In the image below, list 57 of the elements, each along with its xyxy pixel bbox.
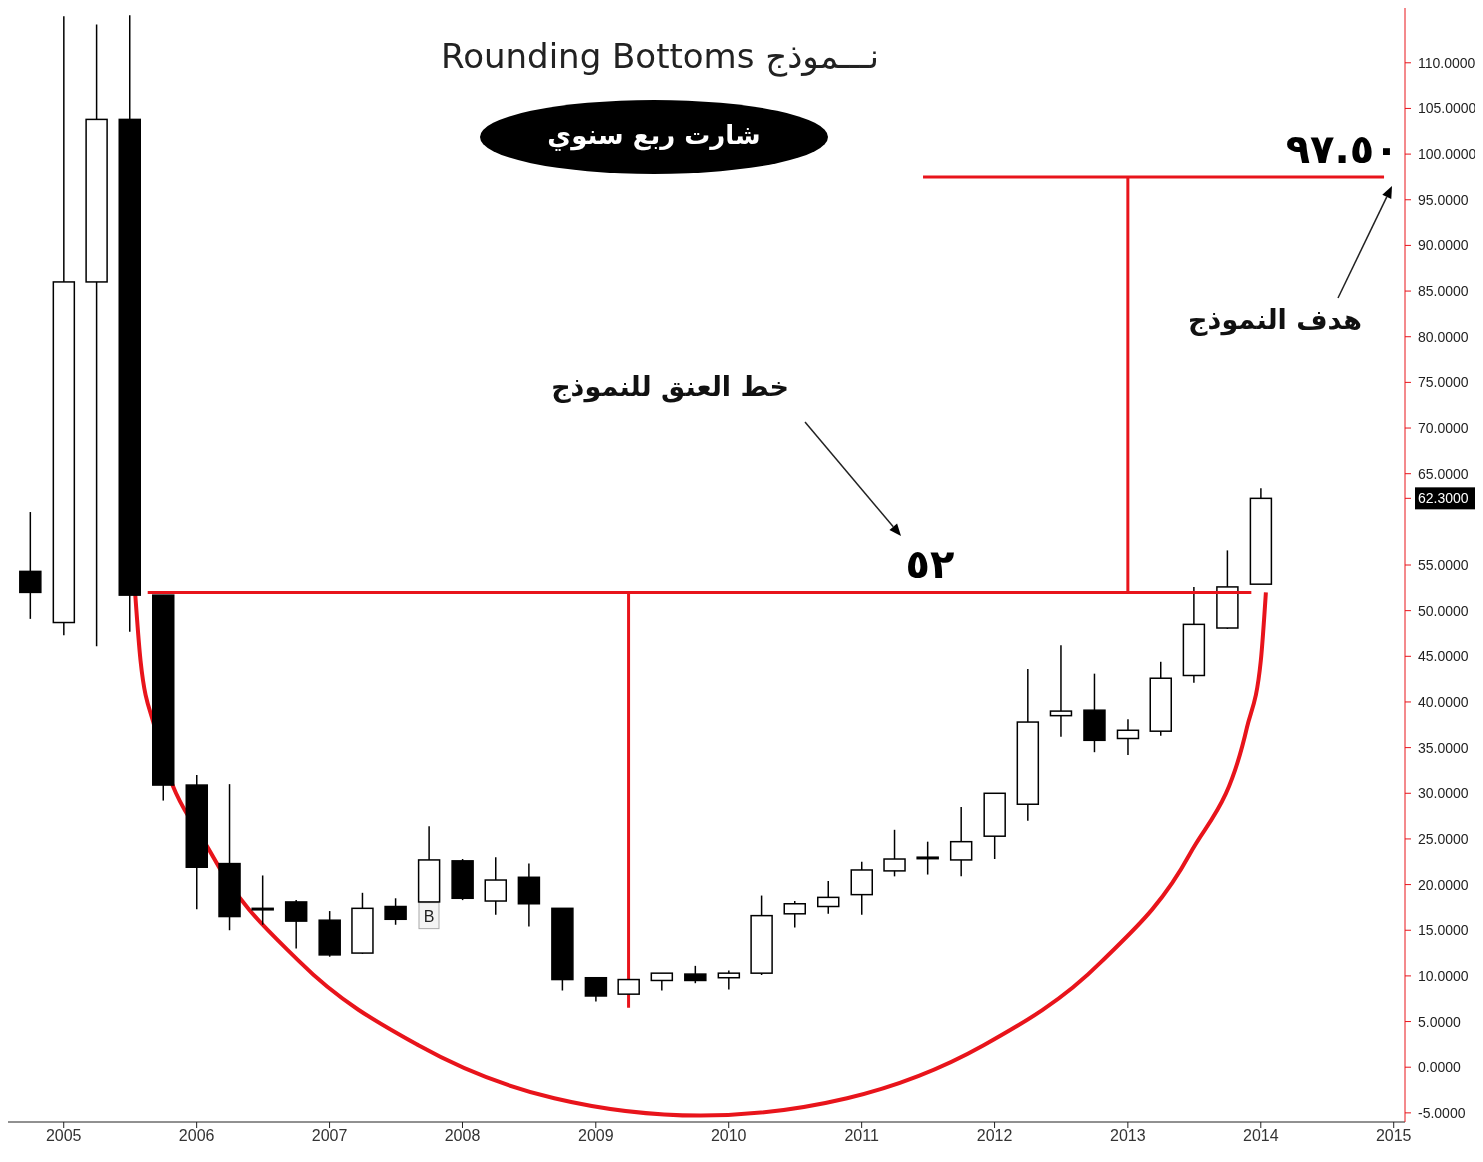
annotation: B bbox=[423, 907, 435, 925]
y-tick-label: 80.0000 bbox=[1418, 328, 1469, 345]
candlestick bbox=[817, 880, 840, 915]
x-tick-label: 2008 bbox=[444, 1127, 481, 1145]
y-tick-label: 105.0000 bbox=[1418, 100, 1477, 117]
y-tick-label: 70.0000 bbox=[1418, 420, 1469, 437]
y-tick-label: 20.0000 bbox=[1418, 876, 1469, 893]
x-tick-label: 2009 bbox=[577, 1127, 614, 1145]
x-tick-label: 2011 bbox=[844, 1127, 879, 1145]
y-tick-label: 65.0000 bbox=[1418, 465, 1469, 482]
candlestick bbox=[584, 976, 608, 1003]
candlestick bbox=[251, 874, 274, 926]
x-tick-label: 2007 bbox=[311, 1127, 348, 1145]
candlestick bbox=[284, 899, 308, 950]
y-tick-label: 100.0000 bbox=[1418, 146, 1477, 163]
candlestick bbox=[883, 829, 906, 878]
y-tick-label: 45.0000 bbox=[1418, 648, 1469, 665]
x-tick-label: 2012 bbox=[976, 1127, 1013, 1145]
candlestick bbox=[717, 969, 741, 991]
candlestick bbox=[783, 900, 806, 929]
candlestick bbox=[1116, 718, 1140, 756]
y-tick-label: 15.0000 bbox=[1418, 922, 1469, 939]
annotation: هدف النموذج bbox=[1188, 304, 1362, 335]
y-tick-label: 10.0000 bbox=[1418, 967, 1469, 984]
x-tick-label: 2006 bbox=[178, 1127, 215, 1145]
line-series bbox=[133, 590, 1268, 1118]
annotation: خط العنق للنموذج bbox=[550, 371, 790, 402]
y-tick-label: 25.0000 bbox=[1418, 830, 1469, 847]
y-tick-label: 85.0000 bbox=[1418, 283, 1469, 300]
y-tick-label: 75.0000 bbox=[1418, 374, 1469, 391]
text: نـــموذج Rounding Bottoms bbox=[440, 36, 880, 76]
text: شارت ربع سنوي bbox=[546, 120, 762, 150]
y-tick-label: 5.0000 bbox=[1418, 1013, 1462, 1030]
y-tick-label: 40.0000 bbox=[1418, 693, 1469, 710]
x-tick-label: 2015 bbox=[1375, 1127, 1412, 1145]
y-tick-label: 0.0000 bbox=[1418, 1059, 1462, 1076]
y-tick-label: 95.0000 bbox=[1418, 191, 1469, 208]
y-tick-label: 50.0000 bbox=[1418, 602, 1469, 619]
y-tick-label: 35.0000 bbox=[1418, 739, 1469, 756]
x-tick-label: 2005 bbox=[45, 1127, 82, 1145]
candlestick bbox=[916, 840, 939, 876]
candlestick bbox=[384, 897, 407, 926]
y-tick-label: 110.0000 bbox=[1418, 54, 1476, 71]
x-tick-label: 2013 bbox=[1110, 1127, 1146, 1145]
y-tick-label: 90.0000 bbox=[1418, 237, 1469, 254]
y-tick-label: 55.0000 bbox=[1418, 557, 1469, 573]
x-tick-label: 2010 bbox=[710, 1127, 747, 1145]
y-tick-label: 62.3000 bbox=[1418, 490, 1469, 507]
candlestick bbox=[484, 856, 507, 916]
candlestick bbox=[1049, 644, 1073, 738]
candlestick bbox=[19, 511, 42, 620]
y-tick-label: 30.0000 bbox=[1418, 785, 1469, 802]
y-tick-label: -5.0000 bbox=[1418, 1104, 1466, 1121]
ref-line-label: ٩٧.٥٠ bbox=[1285, 125, 1399, 172]
candlestick bbox=[949, 806, 973, 878]
ref-line-label: ٥٢ bbox=[905, 541, 955, 588]
x-tick-label: 2014 bbox=[1242, 1127, 1279, 1145]
